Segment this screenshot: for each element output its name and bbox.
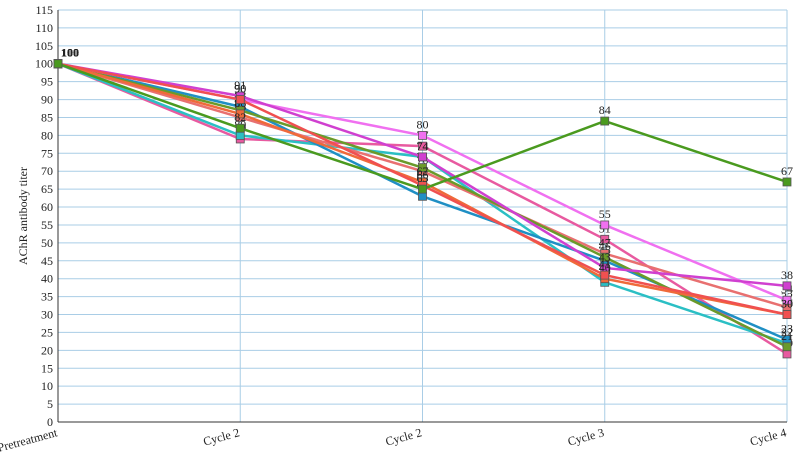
- marker: [782, 177, 792, 187]
- data-label: 55: [599, 207, 611, 221]
- data-label: 74: [417, 139, 429, 153]
- y-tick-label: 95: [41, 75, 53, 89]
- y-tick-label: 115: [35, 3, 53, 17]
- data-label: 100: [61, 46, 79, 60]
- y-tick-label: 85: [41, 110, 53, 124]
- marker: [782, 342, 792, 352]
- data-label: 41: [599, 257, 611, 271]
- x-tick-label: Cycle 4: [748, 425, 787, 448]
- y-tick-label: 0: [47, 415, 53, 429]
- data-label: 30: [781, 297, 793, 311]
- data-label: 47: [599, 236, 611, 250]
- y-tick-label: 20: [41, 343, 53, 357]
- marker: [235, 95, 245, 104]
- data-label: 46: [599, 239, 611, 253]
- data-label: 100: [61, 46, 79, 60]
- data-label: 100: [61, 46, 79, 60]
- y-tick-label: 50: [41, 236, 53, 250]
- data-label: 82: [234, 110, 246, 124]
- data-label: 100: [61, 46, 79, 60]
- marker: [418, 141, 427, 151]
- y-tick-label: 75: [41, 146, 53, 160]
- marker: [235, 109, 245, 119]
- x-tick-label: Cycle 2: [384, 425, 423, 448]
- data-label: 67: [417, 164, 429, 178]
- data-label: 38: [781, 268, 793, 282]
- y-axis-label: AChR antibody titer: [16, 167, 30, 265]
- data-label: 100: [61, 46, 79, 60]
- data-label: 91: [234, 78, 246, 92]
- marker: [53, 59, 63, 69]
- x-tick-label: Pretreatment: [0, 425, 59, 455]
- y-tick-label: 110: [35, 21, 53, 35]
- y-tick-label: 45: [41, 254, 53, 268]
- y-tick-label: 65: [41, 182, 53, 196]
- y-tick-label: 25: [41, 325, 53, 339]
- y-tick-label: 10: [41, 379, 53, 393]
- data-label: 100: [61, 46, 79, 60]
- y-tick-label: 35: [41, 290, 53, 304]
- y-tick-label: 55: [41, 218, 53, 232]
- y-tick-label: 105: [35, 39, 53, 53]
- marker: [782, 295, 792, 305]
- y-tick-label: 70: [41, 164, 53, 178]
- marker: [235, 123, 245, 133]
- y-tick-label: 80: [41, 128, 53, 142]
- x-tick-label: Cycle 2: [202, 425, 241, 448]
- marker: [418, 152, 427, 162]
- data-label: 21: [781, 329, 793, 343]
- data-label: 100: [61, 46, 79, 60]
- data-label: 80: [417, 117, 429, 131]
- data-label: 65: [417, 171, 429, 185]
- data-label: 100: [61, 46, 79, 60]
- marker: [782, 281, 792, 291]
- data-label: 100: [61, 46, 79, 60]
- data-label: 23: [781, 322, 793, 336]
- data-label: 43: [599, 250, 611, 264]
- data-label: 90: [234, 82, 246, 96]
- y-tick-label: 15: [41, 361, 53, 375]
- data-label: 100: [61, 46, 79, 60]
- marker: [600, 116, 610, 126]
- data-label: 84: [599, 103, 611, 117]
- data-label: 67: [781, 164, 793, 178]
- marker: [782, 310, 792, 319]
- marker: [418, 184, 427, 194]
- y-tick-label: 40: [41, 272, 53, 286]
- marker: [600, 220, 610, 230]
- y-tick-label: 90: [41, 93, 53, 107]
- data-label: 30: [781, 297, 793, 311]
- x-tick-label: Cycle 3: [566, 425, 605, 448]
- y-tick-label: 5: [47, 397, 53, 411]
- marker: [600, 234, 610, 244]
- y-tick-label: 30: [41, 308, 53, 322]
- marker: [418, 163, 427, 173]
- marker: [418, 130, 427, 140]
- y-tick-label: 100: [35, 57, 53, 71]
- y-tick-label: 60: [41, 200, 53, 214]
- data-label: 74: [417, 139, 429, 153]
- data-label: 66: [417, 168, 429, 182]
- marker: [600, 270, 610, 280]
- marker: [600, 252, 610, 262]
